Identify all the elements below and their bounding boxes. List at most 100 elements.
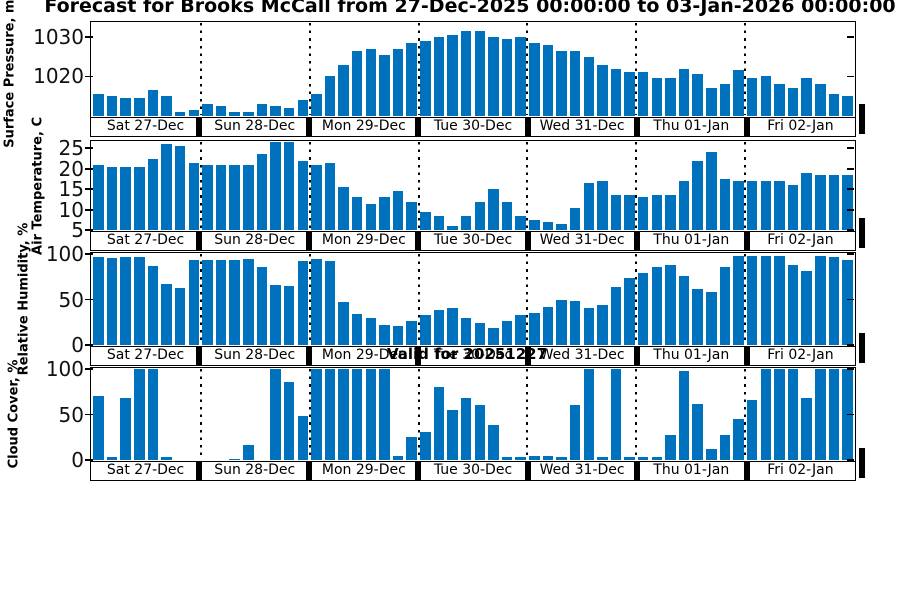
- bar: [120, 398, 131, 461]
- bar: [651, 456, 663, 461]
- day-label: Wed 31-Dec: [539, 347, 625, 363]
- day-separator-clipped: [859, 333, 865, 363]
- bar: [774, 368, 785, 461]
- bar: [270, 106, 281, 117]
- bar: [134, 166, 145, 231]
- bar: [433, 387, 445, 461]
- y-tick-mark: [85, 367, 93, 370]
- bar: [297, 416, 309, 461]
- day-label: Fri 02-Jan: [767, 118, 834, 134]
- bar: [828, 94, 840, 117]
- bar: [569, 405, 581, 461]
- day-boundary-line: [744, 254, 747, 344]
- y-tick-mark: [847, 459, 854, 462]
- day-separator: [743, 462, 750, 481]
- bar: [392, 326, 404, 346]
- bar: [147, 90, 159, 117]
- bar: [161, 96, 172, 117]
- bar: [188, 110, 200, 117]
- bar: [324, 368, 336, 461]
- bar: [529, 455, 540, 461]
- bar: [597, 304, 608, 346]
- bar: [842, 174, 853, 231]
- bar: [624, 456, 635, 461]
- bar: [815, 368, 826, 461]
- y-tick-mark: [85, 35, 93, 38]
- bar: [365, 368, 377, 461]
- bar: [243, 444, 254, 461]
- bar: [460, 30, 472, 117]
- day-separator: [305, 232, 312, 251]
- day-label: Fri 02-Jan: [767, 347, 834, 363]
- bar: [515, 315, 526, 346]
- bar: [678, 68, 690, 117]
- bar: [283, 382, 295, 461]
- bar: [501, 38, 513, 117]
- bar: [474, 323, 486, 346]
- bar: [174, 112, 186, 117]
- bar: [665, 434, 676, 461]
- bar: [406, 42, 417, 117]
- day-label: Sun 28-Dec: [214, 118, 296, 134]
- day-label: Fri 02-Jan: [767, 232, 834, 248]
- y-tick-mark: [847, 35, 854, 38]
- bar: [692, 160, 703, 231]
- bar: [610, 368, 622, 461]
- y-tick-mark: [85, 344, 93, 347]
- y-tick-mark: [847, 298, 854, 301]
- bar: [787, 185, 799, 231]
- day-label: Sat 27-Dec: [106, 118, 185, 134]
- bar: [93, 164, 104, 231]
- day-boundary-line: [199, 254, 202, 344]
- day-separator: [524, 462, 531, 481]
- bar: [270, 368, 281, 461]
- bar: [624, 72, 635, 117]
- bar: [637, 72, 649, 117]
- day-boundary-line: [526, 23, 529, 115]
- bar: [311, 94, 322, 117]
- bar: [229, 164, 240, 231]
- bar: [733, 419, 744, 461]
- bar: [610, 68, 622, 117]
- bar: [556, 50, 567, 117]
- bar: [637, 272, 649, 346]
- y-tick-label: 20: [58, 156, 84, 181]
- bar: [447, 409, 458, 461]
- bar: [202, 104, 213, 117]
- bar: [529, 220, 540, 231]
- bar: [624, 195, 635, 231]
- bar: [692, 288, 703, 346]
- bar: [801, 398, 812, 461]
- bar: [787, 264, 799, 346]
- bar: [93, 396, 104, 461]
- y-tick-label: 0: [71, 448, 84, 473]
- bar: [120, 166, 131, 231]
- valid-for-annotation: Valid for 20251227: [386, 345, 548, 363]
- bar: [488, 189, 499, 231]
- bar: [161, 456, 172, 461]
- day-label: Thu 01-Jan: [653, 118, 730, 134]
- bar: [134, 257, 145, 346]
- bar: [229, 459, 240, 461]
- y-tick-label: 0: [71, 333, 84, 358]
- bar: [447, 307, 458, 346]
- bar: [379, 197, 390, 231]
- bar: [678, 371, 690, 461]
- day-label: Mon 29-Dec: [321, 347, 406, 363]
- bar: [529, 313, 540, 346]
- bar: [719, 267, 731, 346]
- bar: [651, 267, 663, 346]
- y-tick-mark: [85, 413, 93, 416]
- bar: [379, 368, 390, 461]
- bar: [474, 30, 486, 117]
- day-boundary-line: [417, 369, 420, 459]
- bar: [474, 405, 486, 461]
- y-tick-label: 5: [71, 218, 84, 243]
- bar: [202, 260, 213, 346]
- y-tick-mark: [847, 413, 854, 416]
- bar: [460, 215, 472, 231]
- day-boundary-line: [744, 369, 747, 459]
- day-label: Sun 28-Dec: [214, 462, 296, 478]
